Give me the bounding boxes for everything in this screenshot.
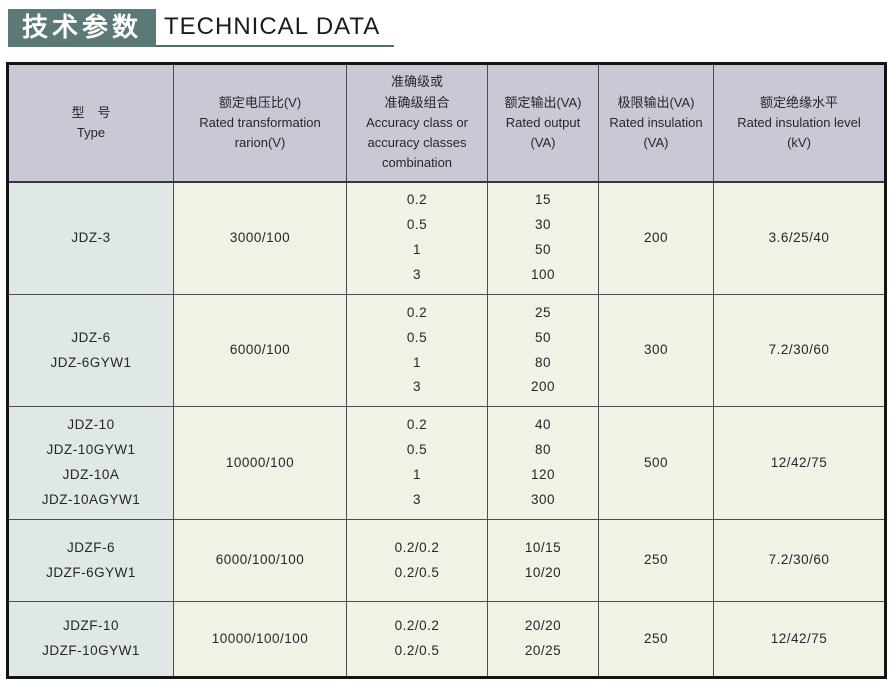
cell-accuracy: 0.2 0.5 1 3 [346,181,488,295]
cell-type: JDZ-3 [7,181,174,295]
cell-ratio: 10000/100 [173,406,347,520]
cell-type: JDZ-10 JDZ-10GYW1 JDZ-10A JDZ-10AGYW1 [7,406,174,520]
cell-accuracy: 0.2 0.5 1 3 [346,406,488,520]
page-title-badge: 技术参数 [8,9,157,47]
col-header-accuracy-class: 准确级或 准确级组合 Accuracy class or accuracy cl… [346,63,488,183]
cell-output: 25 50 80 200 [487,294,599,407]
cell-limit: 200 [598,181,714,295]
cell-type: JDZF-6 JDZF-6GYW1 [7,519,174,602]
cell-limit: 300 [598,294,714,407]
cell-insulation: 12/42/75 [713,601,886,678]
cell-accuracy: 0.2/0.2 0.2/0.5 [346,519,488,602]
cell-accuracy: 0.2/0.2 0.2/0.5 [346,601,488,678]
technical-data-table: 型 号 Type 额定电压比(V) Rated transformation r… [6,62,887,679]
header-row: 型 号 Type 额定电压比(V) Rated transformation r… [7,63,886,183]
table-row: JDZ-10 JDZ-10GYW1 JDZ-10A JDZ-10AGYW1 10… [7,406,886,520]
table-row: JDZ-6 JDZ-6GYW1 6000/100 0.2 0.5 1 3 25 … [7,294,886,407]
cell-ratio: 6000/100/100 [173,519,347,602]
table-row: JDZ-3 3000/100 0.2 0.5 1 3 15 30 50 100 … [7,181,886,295]
cell-insulation: 12/42/75 [713,406,886,520]
cell-ratio: 10000/100/100 [173,601,347,678]
cell-limit: 250 [598,601,714,678]
page-title-english: TECHNICAL DATA [156,10,395,47]
cell-ratio: 3000/100 [173,181,347,295]
cell-limit: 500 [598,406,714,520]
cell-limit: 250 [598,519,714,602]
col-header-rated-output: 额定输出(VA) Rated output (VA) [487,63,599,183]
page-title: 技术参数 TECHNICAL DATA [8,5,890,47]
table-row: JDZF-6 JDZF-6GYW1 6000/100/100 0.2/0.2 0… [7,519,886,602]
col-header-rated-voltage-ratio: 额定电压比(V) Rated transformation rarion(V) [173,63,347,183]
cell-insulation: 7.2/30/60 [713,519,886,602]
cell-output: 10/15 10/20 [487,519,599,602]
table-row: JDZF-10 JDZF-10GYW1 10000/100/100 0.2/0.… [7,601,886,678]
cell-output: 40 80 120 300 [487,406,599,520]
cell-insulation: 3.6/25/40 [713,181,886,295]
cell-insulation: 7.2/30/60 [713,294,886,407]
col-header-type: 型 号 Type [7,63,174,183]
col-header-insulation-level: 额定绝缘水平 Rated insulation level (kV) [713,63,886,183]
cell-type: JDZ-6 JDZ-6GYW1 [7,294,174,407]
cell-type: JDZF-10 JDZF-10GYW1 [7,601,174,678]
cell-output: 20/20 20/25 [487,601,599,678]
col-header-limit-output: 极限输出(VA) Rated insulation (VA) [598,63,714,183]
cell-ratio: 6000/100 [173,294,347,407]
cell-output: 15 30 50 100 [487,181,599,295]
cell-accuracy: 0.2 0.5 1 3 [346,294,488,407]
